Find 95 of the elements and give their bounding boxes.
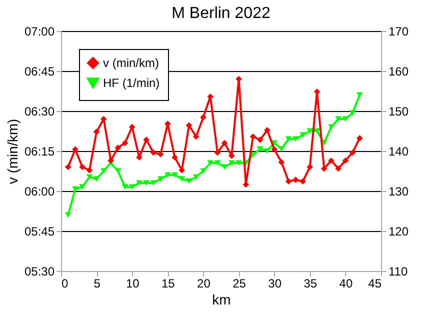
point (150, 149, 157, 156)
point (221, 140, 228, 146)
point (292, 136, 299, 142)
point (79, 164, 86, 170)
y2-tick-label: 130 (388, 184, 409, 198)
point (143, 136, 150, 143)
x-tick-label: 10 (126, 276, 140, 290)
y-axis-title: v (min/km) (4, 118, 20, 184)
point (93, 128, 100, 135)
point (285, 178, 292, 185)
point (172, 154, 178, 161)
point (356, 92, 363, 98)
point (314, 88, 320, 95)
y2-tick-label: 160 (388, 64, 409, 78)
point (285, 136, 292, 142)
point (122, 184, 128, 190)
point (278, 159, 285, 166)
y-tick-label: 06:45 (24, 64, 55, 78)
point (250, 133, 256, 140)
point (292, 176, 299, 183)
y-tick-label: 05:30 (24, 264, 55, 278)
y-tick-label: 06:30 (24, 104, 55, 118)
y2-tick-label: 170 (388, 24, 409, 38)
point (300, 132, 306, 138)
y2-tick-label: 110 (388, 264, 408, 278)
point (128, 184, 136, 190)
point (300, 178, 306, 185)
point (200, 114, 206, 121)
point (64, 164, 72, 170)
point (192, 174, 200, 180)
point (264, 148, 270, 154)
point (192, 133, 200, 140)
point (278, 146, 285, 152)
point (186, 178, 192, 184)
point (264, 127, 270, 134)
point (143, 180, 150, 186)
y-tick-label: 05:45 (24, 224, 55, 238)
point (150, 180, 157, 186)
legend-label: v (min/km) (103, 56, 159, 70)
point (335, 116, 342, 122)
point (100, 168, 107, 174)
x-tick-label: 35 (304, 276, 318, 290)
point (306, 164, 314, 170)
point (256, 136, 264, 143)
point (349, 149, 356, 156)
x-tick-label: 30 (268, 276, 282, 290)
y-tick-label: 06:15 (24, 144, 55, 158)
point (328, 157, 334, 164)
point (64, 212, 72, 218)
point (86, 174, 93, 180)
point (114, 144, 122, 151)
point (214, 160, 221, 166)
x-tick-label: 5 (94, 276, 101, 290)
point (221, 164, 228, 170)
point (86, 167, 93, 174)
x-tick-label: 25 (232, 276, 246, 290)
point (114, 168, 122, 174)
point (200, 168, 206, 174)
point (136, 180, 142, 186)
point (178, 167, 186, 174)
point (349, 110, 356, 116)
point (72, 186, 78, 192)
point (228, 160, 235, 166)
point (256, 146, 264, 152)
y-tick-label: 07:00 (24, 24, 55, 38)
point (157, 151, 164, 158)
x-axis-title: km (212, 292, 231, 308)
point (79, 184, 86, 190)
chart-title: M Berlin 2022 (172, 5, 270, 22)
point (335, 165, 342, 172)
point (178, 176, 186, 182)
point (236, 160, 242, 166)
point (157, 176, 164, 182)
point (207, 160, 214, 166)
x-tick-label: 40 (339, 276, 353, 290)
point (356, 135, 363, 142)
point (314, 128, 320, 134)
x-tick-label: 45 (368, 276, 382, 290)
y2-tick-label: 140 (388, 144, 409, 158)
point (236, 76, 242, 82)
point (122, 140, 128, 146)
legend-label: HF (1/min) (103, 76, 160, 90)
point (328, 124, 334, 130)
point (271, 146, 278, 153)
y2-tick-label: 150 (388, 104, 409, 118)
point (93, 176, 100, 182)
y2-tick-label: 120 (388, 224, 409, 238)
point (172, 172, 178, 178)
y-tick-label: 06:00 (24, 184, 55, 198)
point (306, 128, 314, 134)
point (164, 172, 171, 178)
x-tick-label: 0 (62, 276, 68, 290)
point (342, 157, 349, 164)
x-tick-label: 15 (161, 276, 176, 290)
x-tick-label: 20 (197, 276, 211, 290)
